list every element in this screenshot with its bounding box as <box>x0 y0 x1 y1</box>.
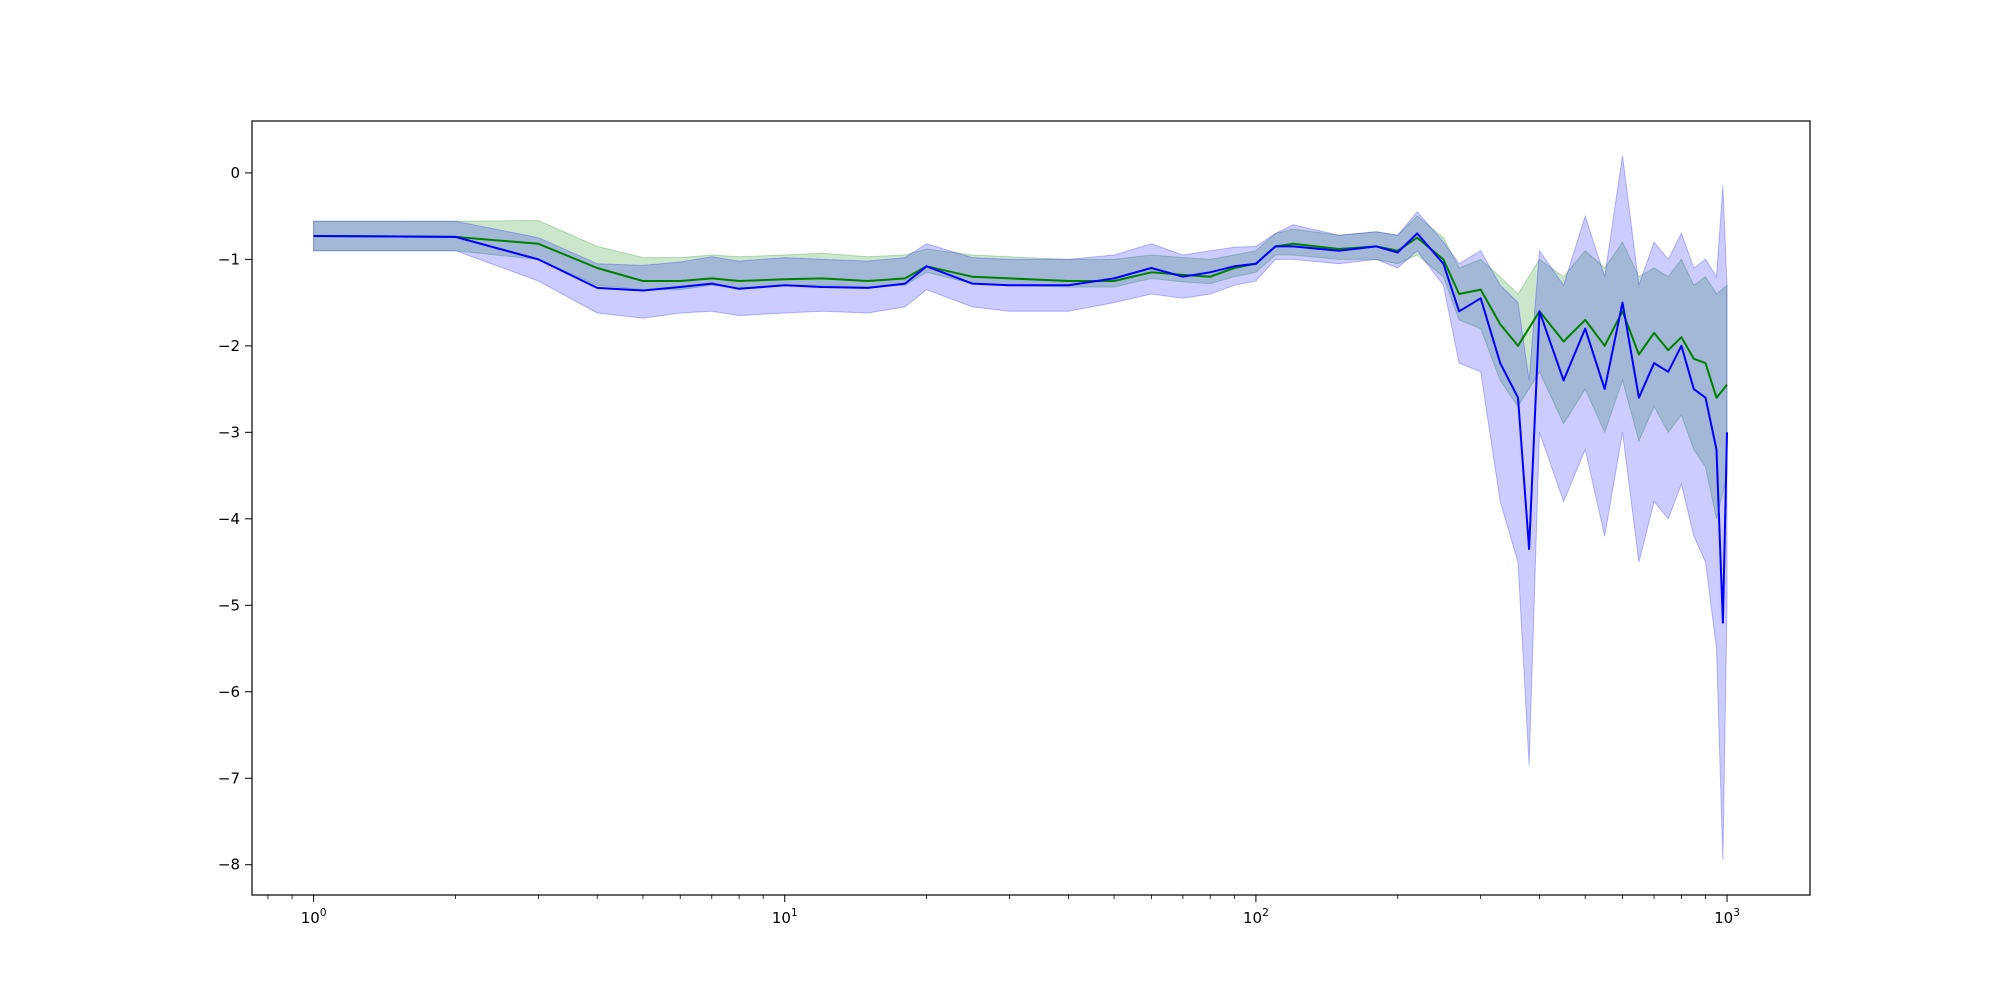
y-tick-label: −4 <box>218 510 240 528</box>
band-1 <box>313 155 1728 861</box>
y-axis: 0 −1 −2 −3 −4 −5 −6 −7 −8 <box>218 164 252 874</box>
y-tick-label: −7 <box>218 769 240 787</box>
y-tick-label: −2 <box>218 337 240 355</box>
series-lines <box>313 232 1728 624</box>
y-tick-label: −1 <box>218 250 240 268</box>
x-axis: 100 101 102 103 <box>267 895 1740 927</box>
x-tick-label: 102 <box>1243 907 1269 927</box>
x-tick-label: 101 <box>772 907 798 927</box>
y-tick-label: −6 <box>218 683 240 701</box>
plot-area-frame <box>251 120 1811 896</box>
y-tick-label: −5 <box>218 596 240 614</box>
x-tick-label: 103 <box>1714 907 1740 927</box>
y-tick-label: −8 <box>218 856 240 874</box>
confidence-bands <box>313 155 1728 861</box>
x-tick-label: 100 <box>301 907 327 927</box>
y-tick-label: −3 <box>218 423 240 441</box>
series-line-0 <box>313 235 1728 399</box>
y-tick-label: 0 <box>230 164 240 182</box>
series-line-1 <box>313 232 1728 624</box>
